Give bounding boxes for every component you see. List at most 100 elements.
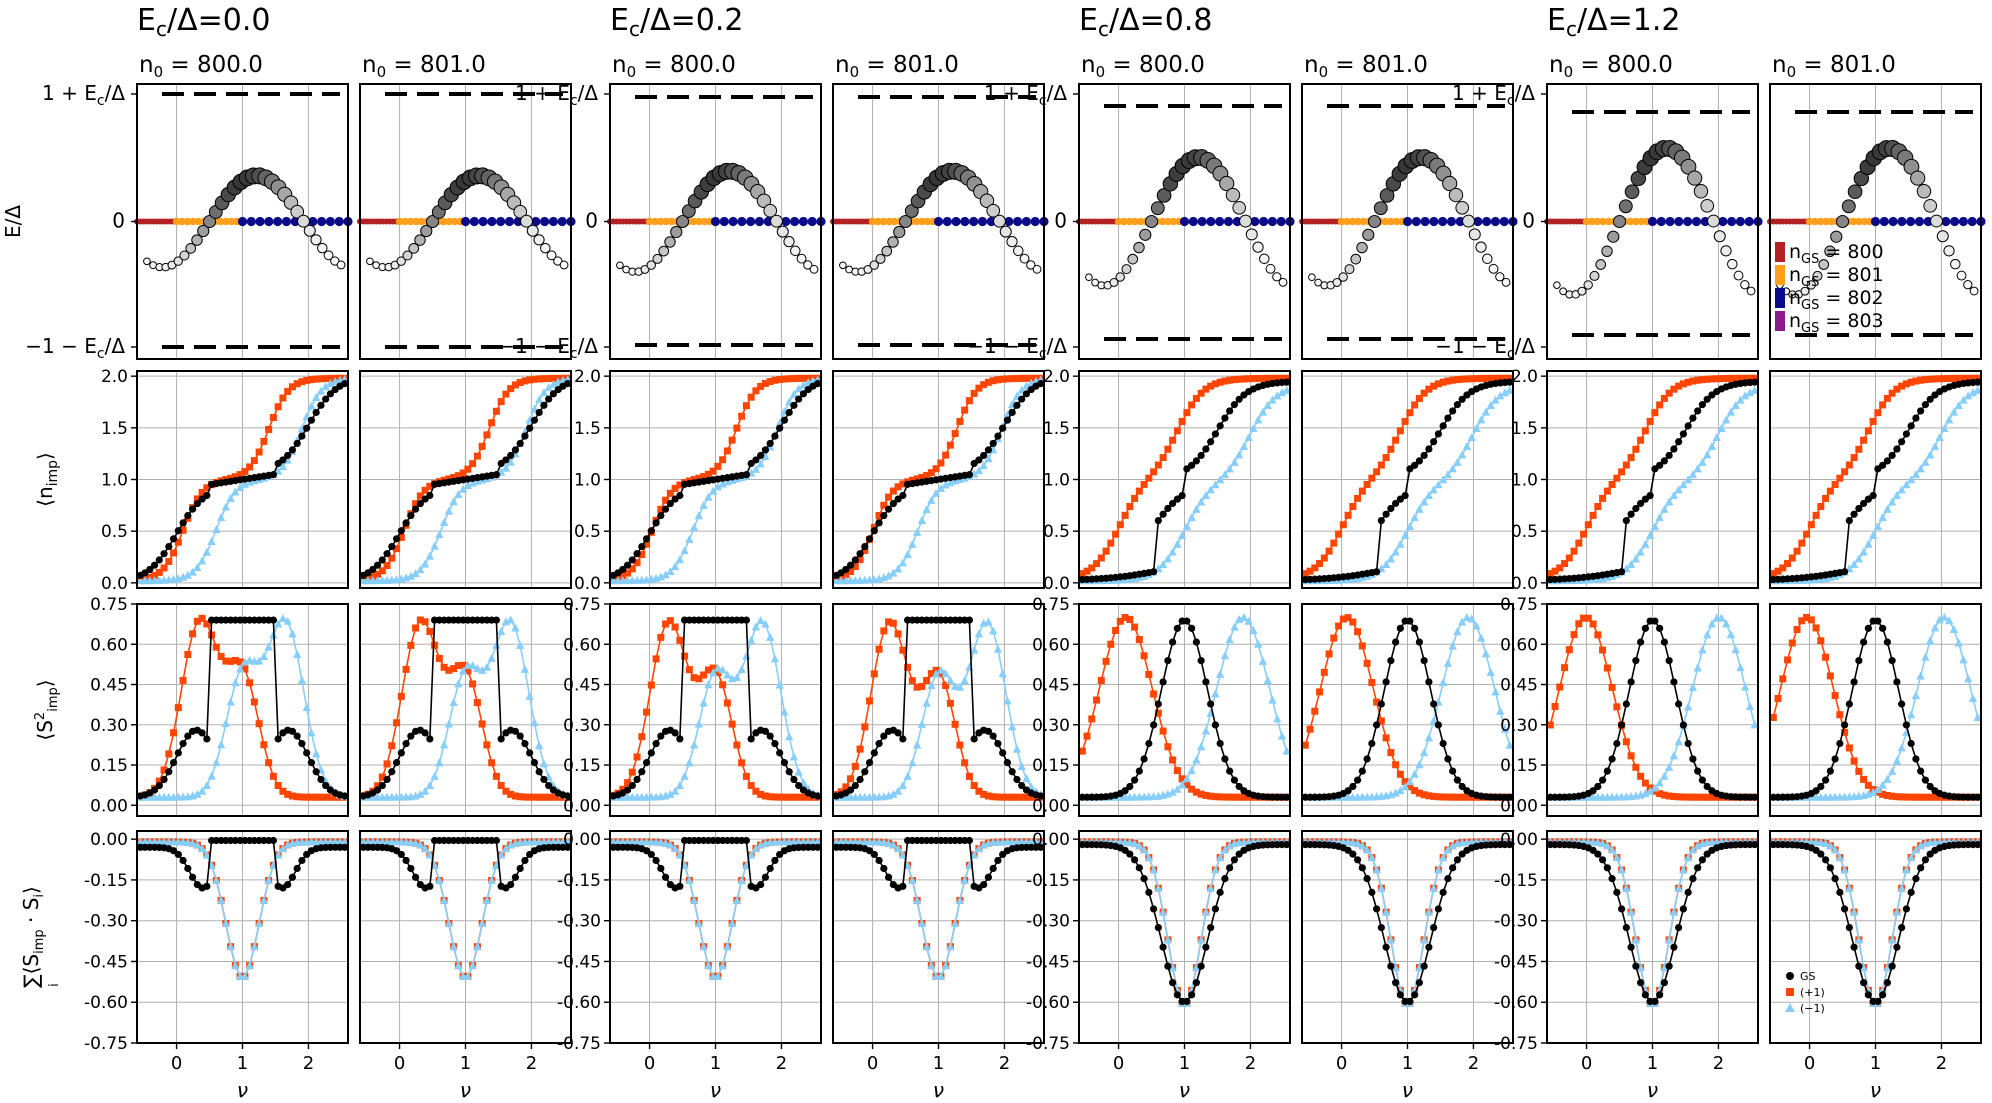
point-plus1 bbox=[1921, 376, 1929, 384]
point-plus1 bbox=[1769, 713, 1777, 721]
gs-level-point bbox=[737, 216, 747, 227]
point-minus1 bbox=[670, 562, 680, 571]
point-minus1 bbox=[212, 876, 221, 885]
point-plus1 bbox=[1798, 617, 1806, 625]
point-GS bbox=[521, 856, 529, 865]
point-minus1 bbox=[1263, 401, 1272, 410]
point-minus1 bbox=[1892, 756, 1902, 765]
point-GS bbox=[516, 732, 524, 740]
point-GS bbox=[1008, 768, 1016, 776]
point-GS bbox=[1627, 510, 1635, 518]
excitation-point bbox=[520, 214, 533, 228]
point-plus1 bbox=[1273, 374, 1281, 382]
point-GS bbox=[1506, 793, 1514, 801]
point-GS bbox=[397, 527, 405, 535]
excitation-point bbox=[898, 214, 913, 229]
point-minus1 bbox=[761, 451, 770, 460]
point-plus1 bbox=[412, 500, 420, 508]
point-plus1 bbox=[222, 657, 230, 665]
point-plus1 bbox=[695, 474, 703, 482]
y-tick-label: 0.5 bbox=[574, 522, 601, 542]
point-GS bbox=[1817, 782, 1825, 791]
excitation-point bbox=[336, 260, 346, 270]
excitation-point bbox=[1956, 270, 1967, 281]
point-minus1 bbox=[713, 971, 723, 980]
excitation-point bbox=[330, 256, 340, 266]
point-minus1 bbox=[202, 850, 212, 859]
point-minus1 bbox=[1707, 619, 1717, 628]
point-GS bbox=[1216, 739, 1224, 748]
gs-level-point bbox=[754, 216, 765, 227]
point-plus1 bbox=[1463, 375, 1471, 383]
excitation-point bbox=[1943, 245, 1955, 257]
point-plus1 bbox=[374, 782, 382, 790]
point-plus1 bbox=[1088, 564, 1096, 572]
point-GS bbox=[203, 735, 211, 743]
point-minus1 bbox=[1486, 401, 1495, 410]
point-plus1 bbox=[1116, 521, 1124, 529]
point-GS bbox=[776, 749, 784, 757]
y-tick-label: -0.30 bbox=[1026, 912, 1070, 932]
point-GS bbox=[402, 740, 410, 748]
point-plus1 bbox=[274, 403, 282, 411]
panel-r1-c5 bbox=[1301, 370, 1514, 589]
point-minus1 bbox=[1381, 907, 1391, 916]
point-plus1 bbox=[1008, 375, 1016, 383]
point-plus1 bbox=[889, 487, 897, 495]
point-minus1 bbox=[283, 616, 292, 625]
point-minus1 bbox=[1244, 616, 1253, 625]
point-plus1 bbox=[1561, 560, 1569, 568]
gs-level-point bbox=[1914, 216, 1925, 227]
y-tick-label: -0.15 bbox=[1026, 871, 1070, 891]
point-minus1 bbox=[435, 530, 444, 539]
point-minus1 bbox=[1258, 407, 1268, 416]
panel-r1-c6: 0.00.51.01.52.0 bbox=[1511, 367, 1759, 594]
point-minus1 bbox=[960, 676, 969, 685]
point-plus1 bbox=[459, 661, 467, 669]
point-plus1 bbox=[554, 793, 562, 801]
point-GS bbox=[1130, 856, 1139, 864]
point-minus1 bbox=[1911, 845, 1921, 854]
point-GS bbox=[899, 491, 907, 500]
point-GS bbox=[1444, 875, 1452, 883]
point-plus1 bbox=[1969, 374, 1977, 382]
point-GS bbox=[1703, 782, 1711, 791]
point-plus1 bbox=[331, 793, 339, 801]
excitation-point bbox=[664, 236, 676, 248]
point-plus1 bbox=[1013, 793, 1021, 801]
point-minus1 bbox=[435, 876, 444, 885]
point-plus1 bbox=[526, 793, 534, 801]
point-minus1 bbox=[1472, 621, 1481, 630]
point-GS bbox=[1845, 923, 1853, 932]
point-GS bbox=[1353, 776, 1362, 784]
point-minus1 bbox=[1868, 531, 1878, 540]
point-GS bbox=[179, 519, 187, 527]
point-minus1 bbox=[425, 551, 435, 560]
x-tick-label: 1 bbox=[237, 1053, 248, 1074]
point-plus1 bbox=[657, 505, 665, 513]
point-GS bbox=[1618, 568, 1626, 576]
point-plus1 bbox=[1415, 789, 1423, 797]
point-minus1 bbox=[1883, 504, 1892, 513]
y-tick-label: 0.15 bbox=[90, 756, 128, 776]
x-tick-label: 0 bbox=[1581, 1053, 1592, 1074]
point-plus1 bbox=[440, 663, 448, 671]
point-plus1 bbox=[1665, 792, 1673, 800]
point-minus1 bbox=[1693, 464, 1702, 473]
excitation-point bbox=[1969, 286, 1979, 296]
panel-r0-c0: 1 + Ec/Δ0−1 − Ec/Δ bbox=[25, 81, 353, 362]
point-minus1 bbox=[506, 615, 515, 624]
point-plus1 bbox=[1159, 727, 1167, 735]
point-minus1 bbox=[1887, 497, 1897, 506]
point-minus1 bbox=[1215, 853, 1225, 862]
point-minus1 bbox=[316, 386, 326, 395]
point-plus1 bbox=[293, 793, 301, 801]
point-plus1 bbox=[1197, 790, 1205, 798]
point-minus1 bbox=[1282, 385, 1291, 394]
point-GS bbox=[411, 873, 420, 881]
gs-level-point bbox=[790, 216, 800, 227]
excitation-point bbox=[143, 257, 151, 266]
excitation-point bbox=[783, 236, 795, 248]
ylabel-corr: ∑⟨Simp · Si⟩ bbox=[19, 886, 47, 988]
ylabel-s2: ⟨S2imp⟩ bbox=[33, 679, 61, 740]
